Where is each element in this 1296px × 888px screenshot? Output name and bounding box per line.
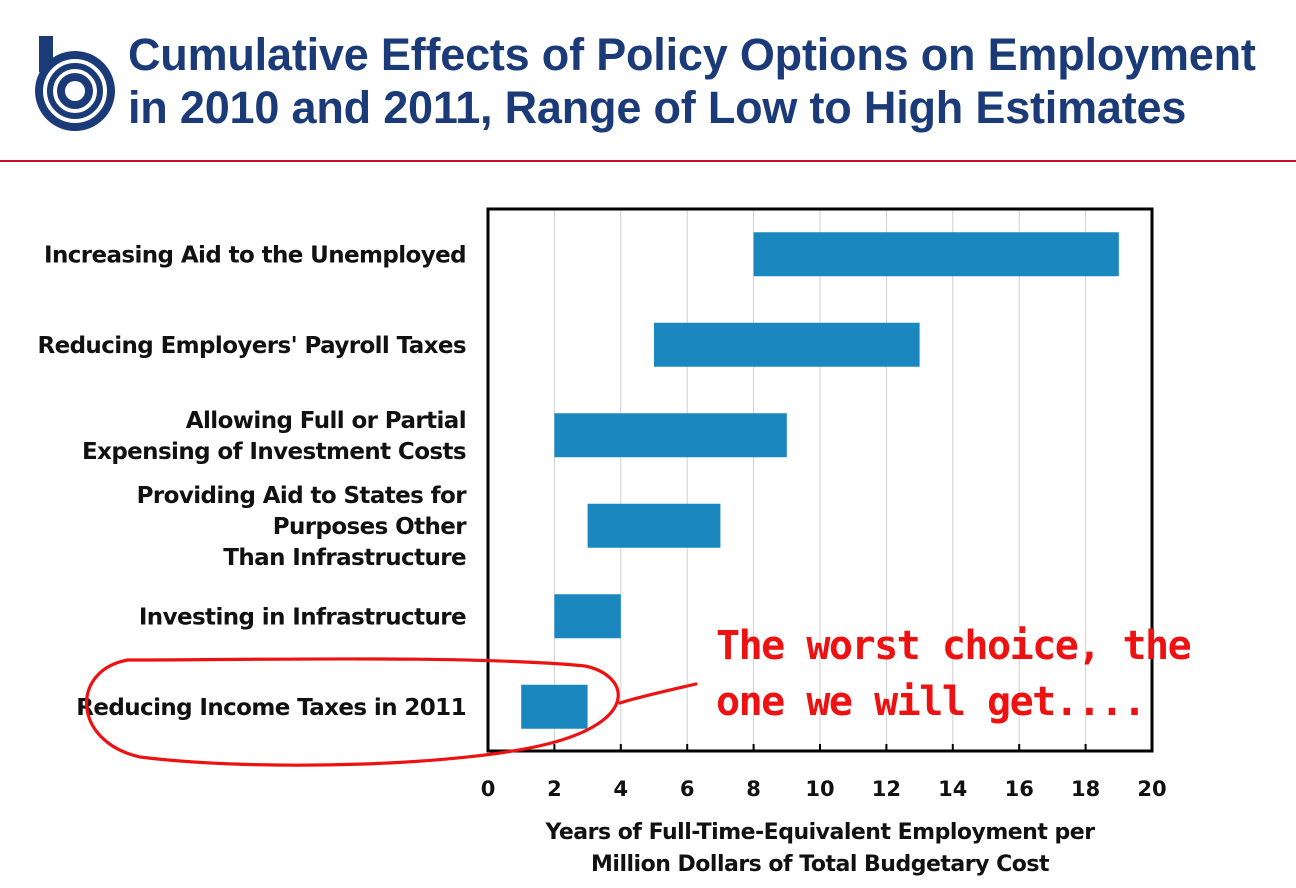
category-label: Expensing of Investment Costs [82, 439, 466, 465]
bar [753, 232, 1119, 277]
x-tick-label: 18 [1071, 777, 1100, 801]
category-label: Purposes Other [273, 514, 468, 540]
bar [554, 594, 621, 639]
bar [554, 413, 787, 458]
highlight-ellipse [85, 657, 620, 767]
x-axis-title: Years of Full-Time-Equivalent Employment… [470, 817, 1170, 881]
category-label: Than Infrastructure [223, 545, 466, 571]
x-axis-title-line-2: Million Dollars of Total Budgetary Cost [591, 852, 1049, 877]
title-line-1: Cumulative Effects of Policy Options on … [128, 29, 1256, 80]
annotation-callout: The worst choice, the one we will get...… [716, 618, 1276, 730]
category-label: Reducing Income Taxes in 2011 [76, 695, 466, 721]
x-tick-label: 6 [680, 777, 695, 801]
cbo-logo-icon [35, 36, 115, 131]
annotation-line-2: one we will get.... [716, 679, 1147, 725]
x-tick-label: 2 [547, 777, 562, 801]
x-axis-title-line-1: Years of Full-Time-Equivalent Employment… [545, 820, 1095, 845]
x-tick-label: 0 [481, 777, 496, 801]
title-line-2: in 2010 and 2011, Range of Low to High E… [128, 82, 1187, 133]
category-label: Providing Aid to States for [137, 483, 468, 509]
x-tick-label: 12 [872, 777, 901, 801]
category-label: Increasing Aid to the Unemployed [44, 242, 466, 268]
annotation-connector [618, 682, 698, 705]
page-title: Cumulative Effects of Policy Options on … [128, 28, 1293, 134]
annotation-line-1: The worst choice, the [716, 623, 1192, 669]
x-tick-label: 8 [746, 777, 761, 801]
category-label: Investing in Infrastructure [139, 604, 466, 630]
x-tick-label: 14 [938, 777, 967, 801]
category-label: Allowing Full or Partial [186, 408, 466, 434]
x-tick-label: 4 [613, 777, 628, 801]
x-tick-label: 16 [1005, 777, 1034, 801]
x-tick-label: 20 [1137, 777, 1166, 801]
bar [521, 684, 588, 729]
category-label: Reducing Employers' Payroll Taxes [37, 333, 466, 359]
bar [587, 503, 721, 548]
x-tick-label: 10 [805, 777, 834, 801]
bar [654, 322, 920, 367]
header-divider [0, 160, 1296, 162]
